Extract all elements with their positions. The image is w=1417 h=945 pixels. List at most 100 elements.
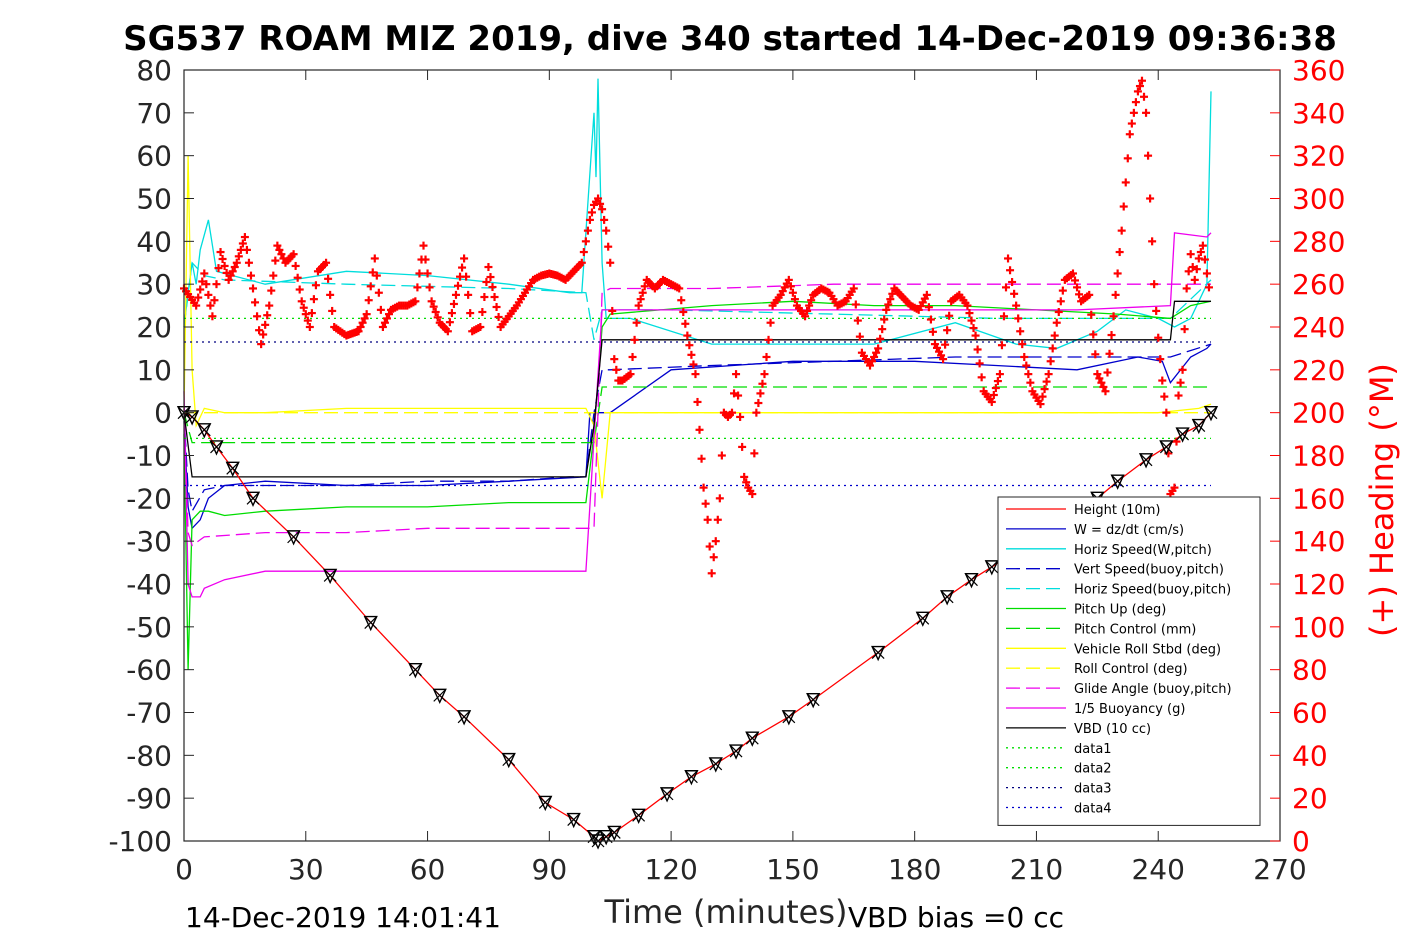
y-axis-right: 0 20 40 60 80 100 120 140 160 180 200 220 240 260 280 3… <box>1270 54 1345 858</box>
heading-marker <box>868 357 877 366</box>
heading-marker <box>870 352 879 361</box>
heading-marker <box>1073 283 1082 292</box>
y2-tick-label: 240 <box>1292 311 1345 344</box>
heading-marker <box>354 327 363 336</box>
legend-entry-data2: data2 <box>1006 762 1112 777</box>
height-marker <box>684 770 699 786</box>
heading-marker <box>707 569 716 578</box>
heading-marker <box>872 348 881 357</box>
y2-tick-label: 200 <box>1292 397 1345 430</box>
heading-marker <box>766 318 775 327</box>
heading-marker <box>1056 297 1065 306</box>
height-marker <box>1191 418 1206 435</box>
legend-entry-data3: data3 <box>1006 782 1112 797</box>
heading-marker <box>366 282 375 291</box>
heading-marker <box>853 316 862 325</box>
heading-marker <box>685 341 694 350</box>
heading-marker <box>216 248 225 257</box>
heading-marker <box>303 316 312 325</box>
heading-marker <box>429 302 438 311</box>
legend-label: Height (10m) <box>1074 503 1160 518</box>
legend-label: data2 <box>1074 762 1112 777</box>
heading-marker <box>628 352 637 361</box>
heading-marker <box>790 295 799 304</box>
heading-marker <box>244 258 253 267</box>
height-marker <box>915 611 930 627</box>
heading-marker <box>579 248 588 257</box>
y-tick-label: -20 <box>126 482 172 515</box>
heading-marker <box>742 478 751 487</box>
heading-marker <box>1095 374 1104 383</box>
x-tick-label: 150 <box>766 853 819 886</box>
heading-marker <box>1018 340 1027 349</box>
legend-label: data3 <box>1074 782 1112 797</box>
heading-marker <box>924 303 933 312</box>
heading-marker <box>730 389 739 398</box>
heading-marker <box>273 241 282 250</box>
heading-marker <box>695 425 704 434</box>
heading-marker <box>711 537 720 546</box>
legend-entry-horiz-speed-buoy-pitch: Horiz Speed(buoy,pitch) <box>1006 583 1231 598</box>
heading-marker <box>693 397 702 406</box>
x-axis-label: Time (minutes) <box>604 893 848 931</box>
height-marker <box>1203 405 1219 422</box>
heading-marker <box>604 242 613 251</box>
height-marker <box>408 662 423 679</box>
y-tick-label: 70 <box>136 97 172 130</box>
heading-marker <box>805 301 814 310</box>
heading-marker <box>482 278 491 287</box>
heading-marker <box>240 233 249 242</box>
heading-marker <box>451 290 460 299</box>
heading-marker <box>1113 269 1122 278</box>
x-tick-label: 60 <box>410 853 446 886</box>
y2-tick-label: 360 <box>1292 54 1345 87</box>
heading-marker <box>1038 392 1047 401</box>
y2-tick-label: 60 <box>1292 697 1328 730</box>
heading-marker <box>293 273 302 282</box>
height-marker <box>806 692 821 709</box>
legend-entry-pitch-control-mm: Pitch Control (mm) <box>1006 622 1196 637</box>
heading-marker <box>786 282 795 291</box>
x-tick-label: 210 <box>1010 853 1063 886</box>
heading-marker <box>1125 130 1134 139</box>
heading-marker <box>581 237 590 246</box>
heading-marker <box>876 334 885 343</box>
height-marker <box>286 530 301 546</box>
heading-marker <box>1180 325 1189 334</box>
heading-marker <box>1044 370 1053 379</box>
height-marker <box>363 615 378 632</box>
heading-marker <box>192 301 201 310</box>
heading-marker <box>411 297 420 306</box>
legend-entry-horiz-speed-w-pitch: Horiz Speed(W,pitch) <box>1006 543 1212 558</box>
heading-marker <box>1200 255 1209 264</box>
heading-marker-layer <box>180 76 1213 578</box>
heading-marker <box>232 258 241 267</box>
heading-marker <box>462 272 471 281</box>
heading-marker <box>608 306 617 315</box>
x-tick-label: 240 <box>1131 853 1184 886</box>
height-marker <box>197 423 212 439</box>
heading-marker <box>1115 248 1124 257</box>
heading-marker <box>1099 382 1108 391</box>
heading-marker <box>1131 98 1140 107</box>
heading-marker <box>1142 108 1151 117</box>
heading-marker <box>849 284 858 293</box>
heading-marker <box>1150 280 1159 289</box>
legend: Height (10m) W = dz/dt (cm/s) Horiz Speed(… <box>997 496 1261 826</box>
heading-marker <box>1192 265 1201 274</box>
heading-marker <box>713 515 722 524</box>
x-tick-label: 180 <box>888 853 941 886</box>
y2-tick-label: 20 <box>1292 782 1328 815</box>
y-tick-label: -80 <box>126 739 172 772</box>
y-tick-label: -100 <box>108 825 172 858</box>
chart-title: SG537 ROAM MIZ 2019, dive 340 started 14… <box>123 19 1337 59</box>
heading-marker <box>991 384 1000 393</box>
y2-tick-label: 340 <box>1292 97 1345 130</box>
y2-tick-label: 140 <box>1292 525 1345 558</box>
heading-marker <box>764 335 773 344</box>
heading-marker <box>640 282 649 291</box>
heading-marker <box>880 315 889 324</box>
height-marker <box>209 440 224 456</box>
heading-marker <box>259 330 268 339</box>
heading-marker <box>1198 241 1207 250</box>
